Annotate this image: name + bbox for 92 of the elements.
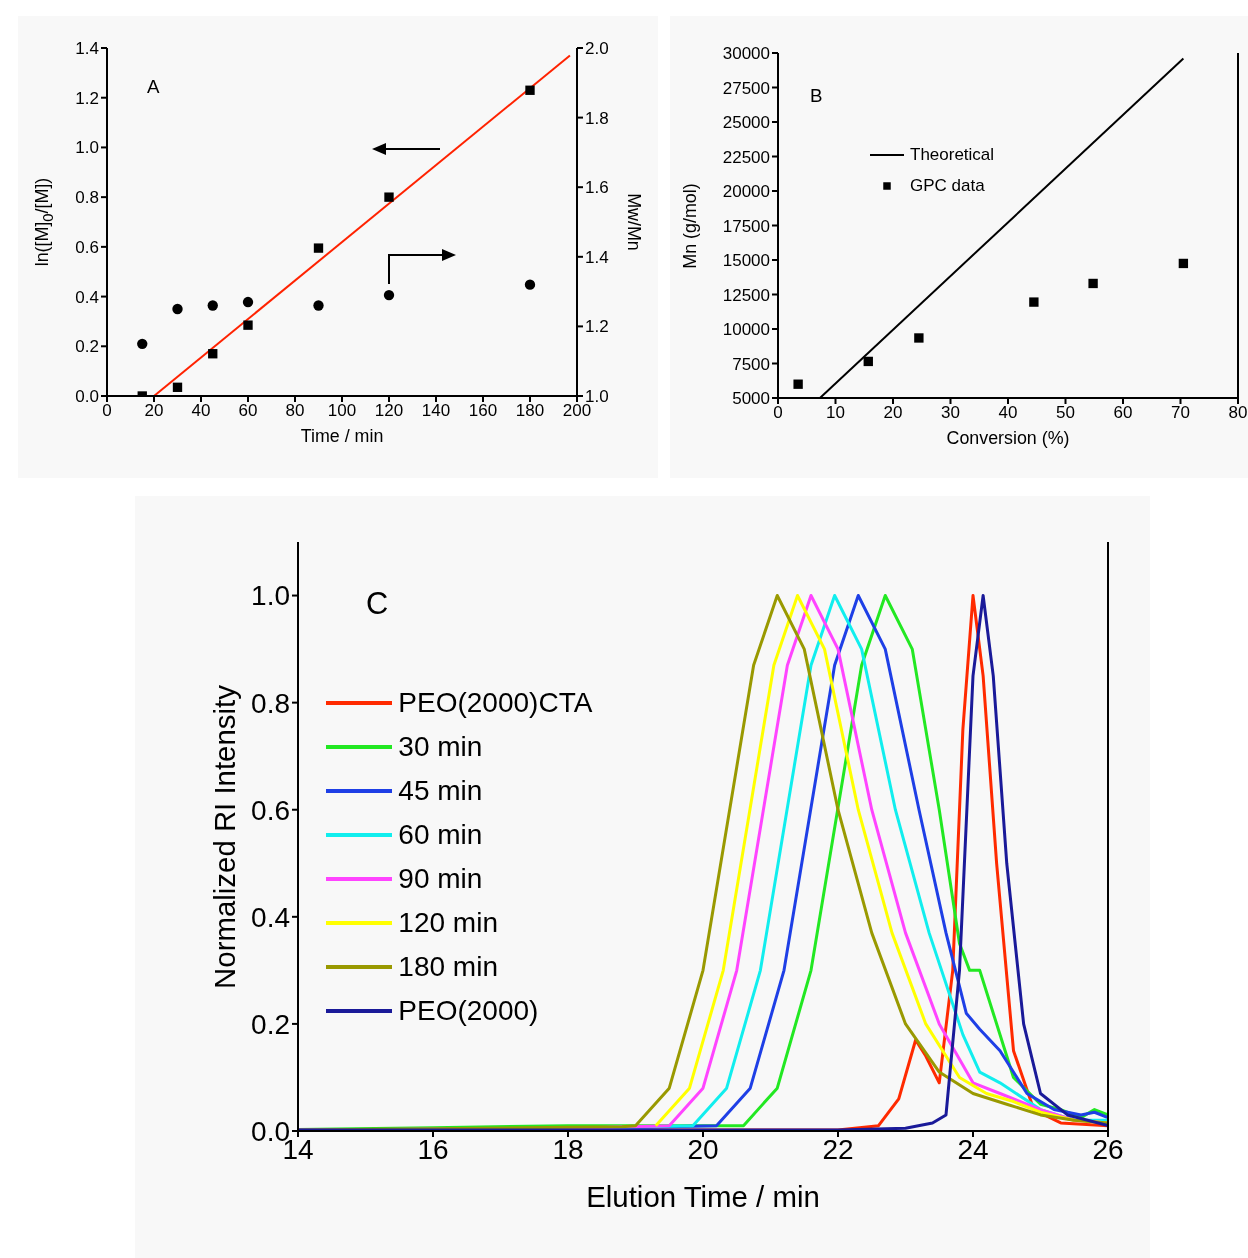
legend-label: GPC data xyxy=(910,175,985,196)
y-tick-label: 25000 xyxy=(722,113,770,133)
x-tick-label: 16 xyxy=(417,1133,449,1165)
annotation: C xyxy=(366,586,389,622)
x-tick-label: 180 xyxy=(515,401,545,421)
y-tick-label: 15000 xyxy=(722,251,770,271)
x-tick-label: 100 xyxy=(327,401,357,421)
y-tick-label: 1.4 xyxy=(75,39,99,59)
x-tick-label: 0 xyxy=(102,401,112,421)
point xyxy=(313,243,324,253)
y2-axis-title: Mw/Mn xyxy=(622,193,644,251)
legend-label: 45 min xyxy=(398,775,483,808)
point xyxy=(1029,297,1039,307)
x-tick-label: 120 xyxy=(374,401,404,421)
x-tick-label: 160 xyxy=(468,401,498,421)
x-tick-label: 50 xyxy=(1056,403,1075,423)
y-tick-label: 0.2 xyxy=(251,1008,290,1040)
point xyxy=(525,85,535,95)
y-tick-label: 5000 xyxy=(732,389,770,409)
y2-tick-label: 2.0 xyxy=(585,39,609,59)
legend-label: 120 min xyxy=(398,907,498,940)
annotation: B xyxy=(810,85,823,107)
y-tick-label: 0.2 xyxy=(75,337,99,357)
y-tick-label: 0.0 xyxy=(75,387,99,407)
y2-tick-label: 1.4 xyxy=(585,247,609,267)
y-tick-label: 27500 xyxy=(722,78,770,98)
annotation: A xyxy=(147,76,160,98)
point xyxy=(383,289,395,301)
x-tick-label: 40 xyxy=(191,401,211,421)
y-tick-label: 1.0 xyxy=(75,138,99,158)
x-tick-label: 60 xyxy=(238,401,258,421)
point xyxy=(172,303,183,315)
x-tick-label: 80 xyxy=(285,401,305,421)
y-tick-label: 10000 xyxy=(722,320,770,340)
y-axis-title: Normalized RI Intensity xyxy=(208,684,242,989)
x-tick-label: 22 xyxy=(822,1133,854,1165)
y-tick-label: 1.2 xyxy=(75,88,99,108)
x-tick-label: 20 xyxy=(883,403,903,423)
y-tick-label: 1.0 xyxy=(251,580,290,612)
point xyxy=(863,356,873,367)
legend-label: PEO(2000)CTA xyxy=(398,687,593,720)
x-tick-label: 140 xyxy=(421,401,451,421)
legend-label: 60 min xyxy=(398,819,483,852)
y-tick-label: 17500 xyxy=(722,216,770,236)
y-tick-label: 0.6 xyxy=(75,237,99,257)
x-tick-label: 30 xyxy=(941,403,960,423)
x-axis-title: Conversion (%) xyxy=(945,427,1071,449)
y-tick-label: 0.4 xyxy=(75,287,99,307)
point xyxy=(208,349,218,359)
legend-label: Theoretical xyxy=(910,144,995,165)
x-tick-label: 70 xyxy=(1171,403,1190,423)
y-tick-label: 7500 xyxy=(732,354,770,374)
x-axis-title: Time / min xyxy=(299,425,385,447)
legend-label: 90 min xyxy=(398,863,483,896)
point xyxy=(172,382,183,392)
point xyxy=(137,338,148,349)
x-tick-label: 20 xyxy=(687,1133,719,1165)
y2-tick-label: 1.8 xyxy=(585,108,609,128)
y2-tick-label: 1.6 xyxy=(585,178,609,198)
point xyxy=(313,300,324,311)
y-tick-label: 20000 xyxy=(722,182,770,202)
x-tick-label: 60 xyxy=(1113,403,1133,423)
y-tick-label: 22500 xyxy=(722,147,770,167)
x-tick-label: 40 xyxy=(998,403,1018,423)
x-tick-label: 20 xyxy=(144,401,164,421)
point xyxy=(524,279,536,290)
x-tick-label: 24 xyxy=(957,1133,989,1165)
point xyxy=(793,379,803,389)
y-tick-label: 30000 xyxy=(722,44,770,64)
point xyxy=(243,320,253,330)
y2-tick-label: 1.2 xyxy=(585,317,609,337)
point xyxy=(384,192,394,202)
y-axis-title: Mn (g/mol) xyxy=(679,182,701,269)
x-tick-label: 26 xyxy=(1092,1133,1124,1165)
point xyxy=(914,333,924,343)
x-tick-label: 0 xyxy=(773,403,783,423)
y-tick-label: 0.8 xyxy=(75,188,99,208)
x-tick-label: 10 xyxy=(826,403,845,423)
y-tick-label: 0.8 xyxy=(251,687,290,719)
x-axis-title: Elution Time / min xyxy=(585,1180,821,1214)
point xyxy=(1178,258,1189,269)
y-tick-label: 12500 xyxy=(722,285,770,305)
legend-label: 30 min xyxy=(398,731,483,764)
point xyxy=(207,300,218,311)
x-tick-label: 18 xyxy=(552,1133,584,1165)
y-tick-label: 0.6 xyxy=(251,794,290,826)
x-tick-label: 80 xyxy=(1228,403,1248,423)
legend-label: 180 min xyxy=(398,951,498,984)
point xyxy=(242,296,254,308)
legend-label: PEO(2000) xyxy=(398,995,539,1028)
y-tick-label: 0.4 xyxy=(251,901,290,933)
point xyxy=(1088,278,1098,289)
